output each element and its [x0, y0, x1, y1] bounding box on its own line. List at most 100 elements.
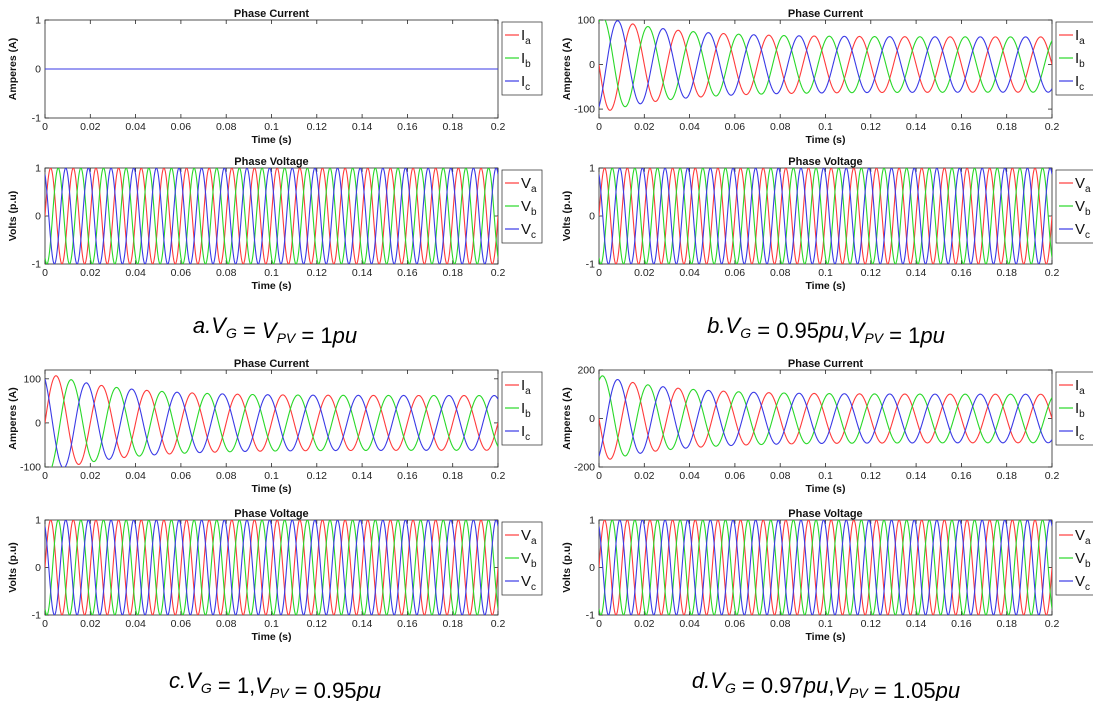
x-tick-label: 0.14 [906, 121, 927, 133]
x-tick-label: 0.16 [951, 121, 972, 133]
x-tick-label: 0.1 [818, 121, 833, 133]
x-tick-label: 0.08 [216, 618, 237, 630]
x-tick-label: 0.12 [861, 470, 882, 482]
caption-b: b.VG = 0.95pu,VPV = 1pu [707, 313, 945, 348]
legend: Ia Ib Ic [501, 21, 543, 96]
y-tick-label: 1 [589, 515, 595, 527]
x-tick-label: 0.14 [352, 121, 373, 133]
y-tick-label: -1 [32, 610, 41, 622]
x-tick-label: 0.14 [352, 267, 373, 279]
x-axis-label: Time (s) [251, 631, 291, 643]
x-tick-label: 0.1 [818, 470, 833, 482]
x-tick-label: 0.12 [861, 267, 882, 279]
y-tick-label: 1 [589, 163, 595, 175]
series-lines [45, 375, 498, 467]
x-tick-label: 0.04 [679, 267, 700, 279]
x-tick-label: 0 [42, 121, 48, 133]
x-tick-label: 0.2 [1045, 267, 1060, 279]
x-tick-label: 0.02 [634, 267, 655, 279]
x-tick-label: 0.02 [634, 470, 655, 482]
x-tick-label: 0.18 [996, 267, 1017, 279]
x-tick-label: 0.12 [307, 267, 328, 279]
x-tick-label: 0.14 [906, 470, 927, 482]
x-tick-label: 0.16 [951, 470, 972, 482]
series-line-ic [599, 20, 1052, 108]
chart-b-voltage: 0 0.02 0.04 0.06 0.08 0.1 0.12 0.14 0.16 0.18 0.2 -… [561, 156, 1093, 292]
series-lines [45, 168, 498, 264]
x-tick-label: 0.08 [770, 470, 791, 482]
x-tick-label: 0.1 [264, 121, 279, 133]
x-tick-label: 0.02 [80, 470, 101, 482]
chart-title: Phase Current [788, 358, 864, 370]
caption-c: c.VG = 1,VPV = 0.95pu [169, 668, 381, 701]
series-lines [45, 520, 498, 615]
x-tick-label: 0.02 [80, 121, 101, 133]
x-axis-label: Time (s) [251, 483, 291, 495]
x-tick-label: 0.12 [861, 121, 882, 133]
x-tick-label: 0.04 [125, 121, 146, 133]
chart-title: Phase Current [788, 8, 864, 20]
x-tick-label: 0.02 [80, 618, 101, 630]
y-tick-label: 100 [577, 15, 595, 27]
series-line-vc [599, 168, 1052, 264]
x-tick-label: 0.18 [996, 121, 1017, 133]
x-tick-label: 0.02 [634, 618, 655, 630]
x-tick-label: 0 [42, 267, 48, 279]
x-tick-label: 0.16 [397, 470, 418, 482]
x-tick-label: 0 [596, 470, 602, 482]
x-tick-label: 0.1 [818, 267, 833, 279]
y-tick-label: 1 [35, 163, 41, 175]
chart-b-current: 0 0.02 0.04 0.06 0.08 0.1 0.12 0.14 0.16 0.18 0.2 -… [561, 8, 1093, 146]
x-tick-label: 0.06 [171, 121, 192, 133]
chart-title: Phase Voltage [234, 508, 308, 520]
x-tick-label: 0.1 [818, 618, 833, 630]
plot-area [44, 369, 499, 468]
x-tick-label: 0 [42, 470, 48, 482]
x-tick-label: 0.1 [264, 267, 279, 279]
x-axis-label: Time (s) [805, 483, 845, 495]
series-line-vc [599, 520, 1052, 615]
caption-d: d.VG = 0.97pu,VPV = 1.05pu [692, 668, 960, 701]
plot-area [598, 19, 1053, 119]
x-tick-label: 0.1 [264, 470, 279, 482]
y-tick-label: 1 [35, 515, 41, 527]
series-line-ia [599, 381, 1052, 460]
legend-label-ia: Ia [521, 27, 531, 47]
y-axis-label: Amperes (A) [7, 387, 19, 449]
x-tick-label: 0.18 [996, 618, 1017, 630]
x-tick-label: 0.06 [725, 618, 746, 630]
legend-label-ib: Ib [521, 400, 531, 420]
chart-c-current: 0 0.02 0.04 0.06 0.08 0.1 0.12 0.14 0.16 0.18 0.2 -… [7, 358, 543, 495]
legend-label-ib: Ib [1075, 50, 1085, 70]
x-tick-label: 0.2 [491, 267, 506, 279]
x-tick-label: 0 [596, 267, 602, 279]
x-tick-label: 0.16 [397, 267, 418, 279]
y-tick-label: -1 [32, 259, 41, 271]
x-tick-label: 0.04 [125, 470, 146, 482]
x-tick-label: 0.12 [307, 470, 328, 482]
x-tick-label: 0.04 [125, 618, 146, 630]
y-axis-label: Amperes (A) [561, 38, 573, 100]
x-tick-label: 0.06 [725, 470, 746, 482]
chart-a-voltage: 0 0.02 0.04 0.06 0.08 0.1 0.12 0.14 0.16 0.18 0.2 -… [7, 156, 543, 292]
x-tick-label: 0.18 [442, 618, 463, 630]
legend-box [501, 169, 543, 244]
x-axis-label: Time (s) [251, 280, 291, 292]
x-tick-label: 0.06 [171, 470, 192, 482]
y-axis-label: Volts (p.u) [7, 542, 19, 593]
x-tick-label: 0.16 [951, 267, 972, 279]
chart-d-voltage: 0 0.02 0.04 0.06 0.08 0.1 0.12 0.14 0.16 0.18 0.2 -… [561, 508, 1093, 643]
chart-d-current: 0 0.02 0.04 0.06 0.08 0.1 0.12 0.14 0.16 0.18 0.2 -… [561, 358, 1093, 495]
x-tick-label: 0.2 [491, 470, 506, 482]
x-axis-label: Time (s) [805, 280, 845, 292]
series-line-vb [45, 520, 498, 615]
chart-title: Phase Current [234, 358, 310, 370]
x-tick-label: 0.16 [397, 121, 418, 133]
y-tick-label: -1 [32, 113, 41, 125]
y-tick-label: 200 [577, 365, 595, 377]
series-line-vc [45, 520, 498, 615]
chart-title: Phase Current [234, 8, 310, 20]
x-tick-label: 0 [596, 121, 602, 133]
x-tick-label: 0.08 [770, 618, 791, 630]
